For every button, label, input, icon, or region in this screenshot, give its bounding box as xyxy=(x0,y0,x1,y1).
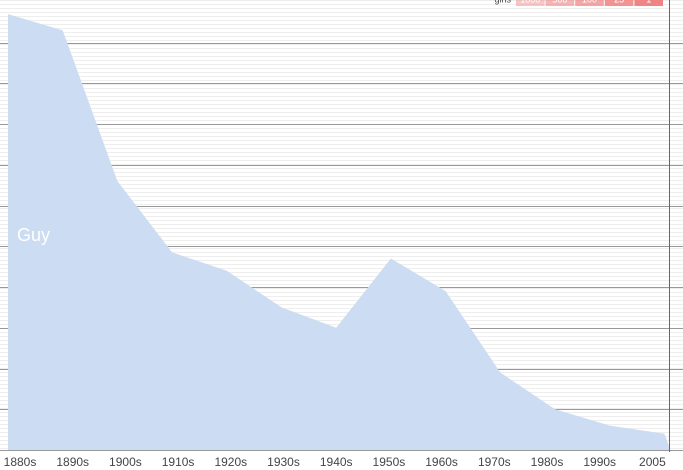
legend-item: 100 xyxy=(582,0,597,4)
legend-swatch xyxy=(604,0,634,6)
area xyxy=(8,14,671,450)
legend-swatch xyxy=(545,0,575,6)
x-tick-label: 1910s xyxy=(162,455,195,469)
legend-swatch xyxy=(575,0,604,6)
x-tick-label: 1980s xyxy=(531,455,564,469)
legend-item: 1 xyxy=(646,0,651,4)
x-tick-label: 1970s xyxy=(478,455,511,469)
x-tick-label: 1900s xyxy=(109,455,142,469)
x-tick-label: 1930s xyxy=(267,455,300,469)
legend-item: 1000 xyxy=(520,0,540,4)
x-tick-label: 1890s xyxy=(56,455,89,469)
x-axis: 1880s 1890s 1900s 1910s 1920s 1930s 1940s 1950s… xyxy=(4,455,666,469)
legend: girls 1000 500 100 25 1 xyxy=(494,0,663,6)
x-tick-label: 1940s xyxy=(320,455,353,469)
legend-swatch xyxy=(516,0,545,6)
x-tick-label: 1920s xyxy=(214,455,247,469)
legend-swatch xyxy=(634,0,663,6)
legend-label: girls xyxy=(494,0,511,4)
legend-item: 25 xyxy=(614,0,624,4)
x-tick-label: 1960s xyxy=(425,455,458,469)
plot: Guy xyxy=(0,14,683,451)
x-tick-label: 1950s xyxy=(373,455,406,469)
legend-item: 500 xyxy=(552,0,567,4)
x-tick-label: 1880s xyxy=(4,455,37,469)
series-label: Guy xyxy=(17,225,50,245)
x-tick-label: 1990s xyxy=(583,455,616,469)
x-tick-label: 2005 xyxy=(639,455,666,469)
